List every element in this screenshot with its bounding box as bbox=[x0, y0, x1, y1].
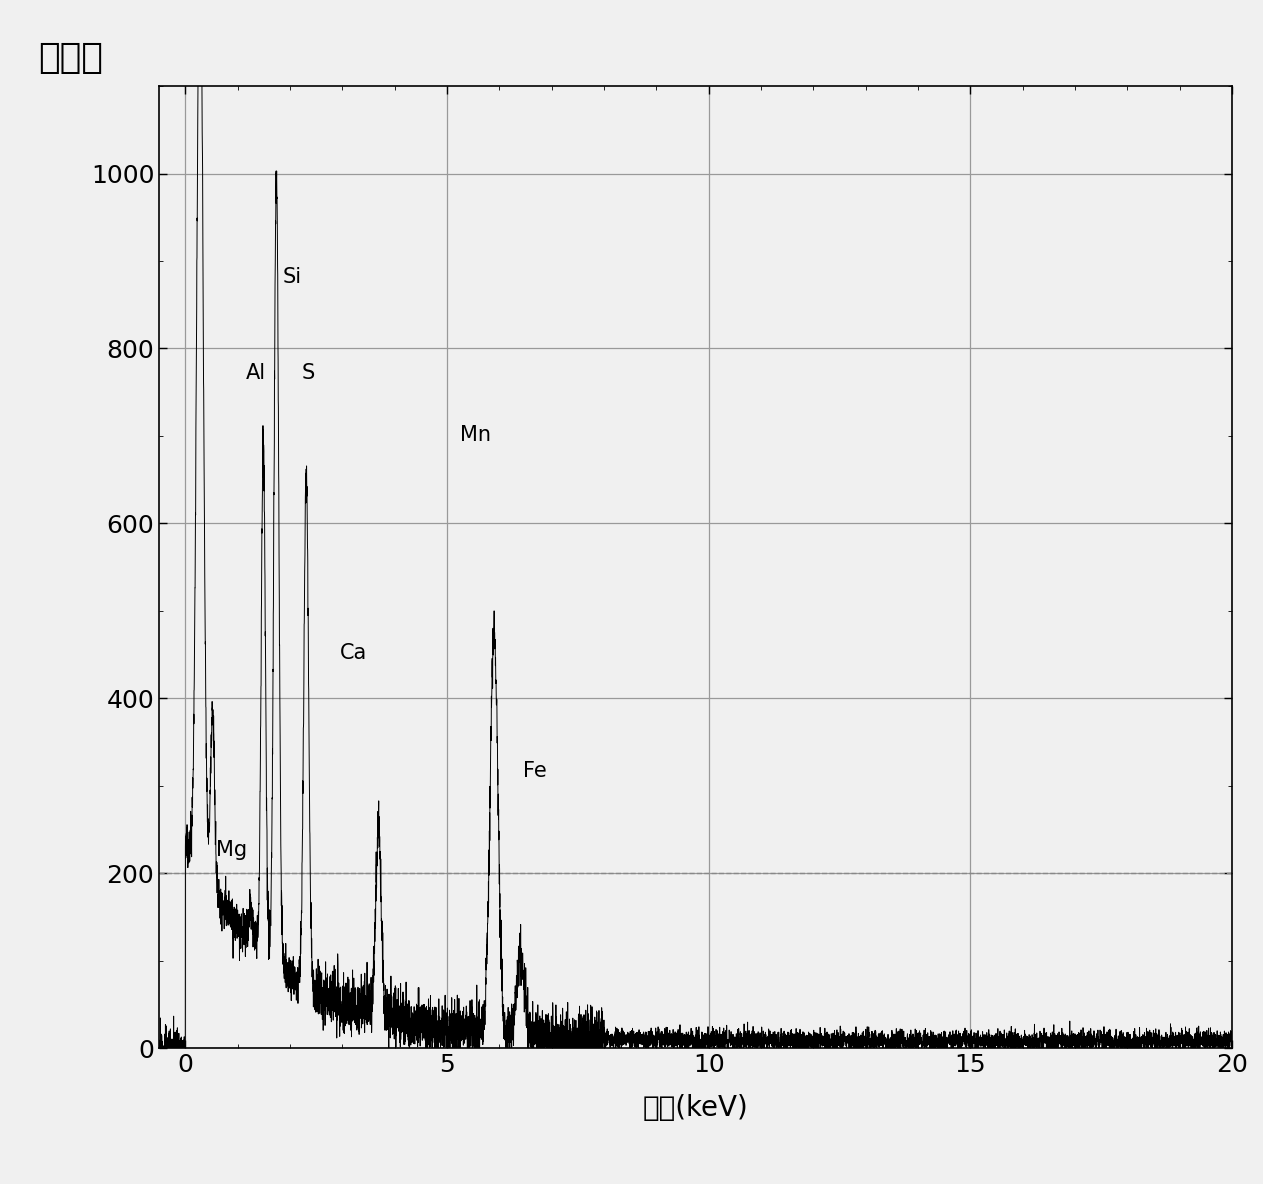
Text: Mn: Mn bbox=[460, 425, 491, 445]
Text: Si: Si bbox=[282, 268, 302, 288]
X-axis label: 能量(keV): 能量(keV) bbox=[643, 1094, 749, 1121]
Text: Al: Al bbox=[245, 363, 265, 384]
Text: Mg: Mg bbox=[216, 841, 246, 860]
Text: S: S bbox=[302, 363, 314, 384]
Text: 光子数: 光子数 bbox=[38, 41, 102, 76]
Text: Ca: Ca bbox=[340, 643, 368, 663]
Text: Fe: Fe bbox=[523, 761, 547, 781]
